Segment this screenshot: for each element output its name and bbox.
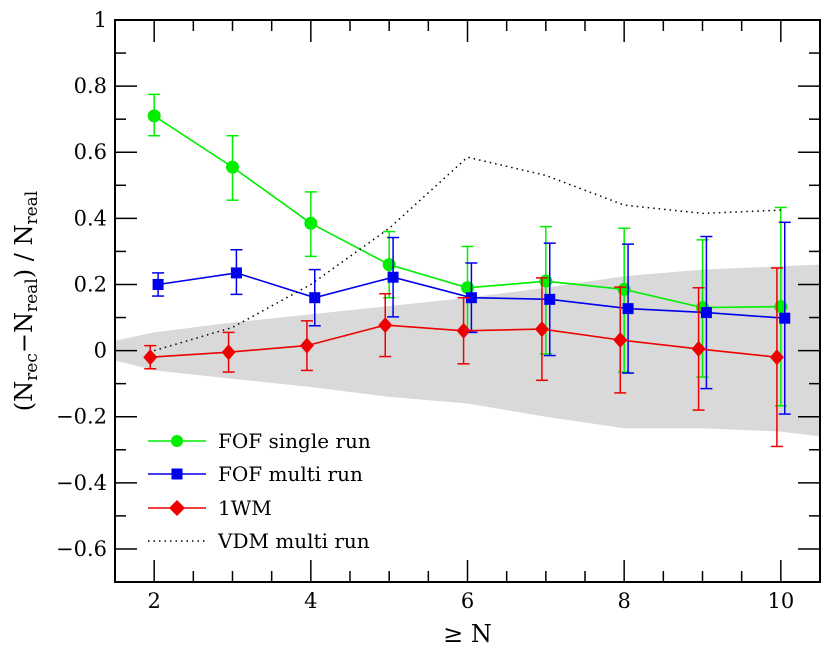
y-tick-label: 0.4	[74, 206, 107, 230]
y-tick-label: −0.4	[56, 471, 107, 495]
x-tick-label: 6	[461, 589, 474, 613]
data-point	[613, 332, 628, 349]
data-point	[226, 160, 239, 174]
shaded-band-layer	[115, 264, 820, 437]
y-tick-label: −0.6	[56, 537, 107, 561]
series-vdm-multi-run	[153, 156, 781, 352]
y-tick-label: 0.8	[74, 74, 107, 98]
x-tick-label: 10	[767, 589, 794, 613]
legend-entry-fof-multi: FOF multi run	[148, 462, 363, 486]
data-point	[309, 292, 321, 304]
data-point	[691, 340, 706, 357]
data-point	[779, 312, 791, 324]
y-tick-label: 1	[94, 8, 107, 32]
series-line	[153, 156, 781, 352]
legend-marker-diamond	[169, 500, 185, 516]
y-axis-label: (Nrec−Nreal) / Nreal	[10, 191, 42, 411]
y-axis-label-sub-rec: rec	[22, 353, 42, 381]
y-tick-label: 0.2	[74, 272, 107, 296]
y-axis-label-sub-real-2: real	[22, 191, 42, 225]
y-axis-label-mid: −N	[10, 312, 38, 353]
x-axis-label: ≥ N	[443, 620, 492, 648]
legend: FOF single run FOF multi run 1WM VDM mul…	[148, 429, 371, 553]
data-point	[456, 322, 471, 339]
ticks-layer	[114, 19, 821, 583]
x-tick-label: 2	[147, 589, 160, 613]
series-fof-multi-run	[152, 221, 791, 415]
data-point	[143, 349, 158, 366]
data-point	[465, 292, 477, 304]
legend-label-vdm: VDM multi run	[217, 529, 370, 553]
x-tick-label: 4	[304, 589, 317, 613]
data-point	[622, 303, 634, 315]
y-axis-label-open: (N	[10, 381, 38, 411]
legend-label-fof-single: FOF single run	[218, 429, 371, 453]
legend-marker-circle	[171, 435, 183, 447]
data-point	[230, 267, 242, 279]
y-tick-label: −0.2	[56, 405, 107, 429]
data-point	[700, 307, 712, 319]
data-point	[147, 109, 161, 123]
legend-entry-1wm: 1WM	[148, 496, 272, 520]
legend-marker-square	[171, 468, 183, 480]
data-point	[304, 216, 318, 230]
x-tick-label: 8	[617, 589, 630, 613]
series-1wm	[143, 267, 784, 448]
y-tick-label: 0	[94, 339, 107, 363]
series-layer	[143, 93, 791, 448]
data-point	[378, 317, 393, 334]
data-point	[534, 321, 549, 338]
tick-labels-layer: 2 4 6 8 10 −0.6 −0.4 −0.2 0 0.2 0.4 0.6 0.8 1	[56, 8, 794, 613]
data-point	[299, 337, 314, 354]
y-axis-label-sub-real: real	[22, 278, 42, 312]
legend-label-fof-multi: FOF multi run	[218, 462, 363, 486]
legend-entry-vdm: VDM multi run	[148, 529, 370, 553]
data-point	[544, 293, 556, 305]
data-point	[387, 271, 399, 283]
shaded-band	[115, 264, 820, 437]
data-point	[152, 278, 164, 290]
y-tick-label: 0.6	[74, 140, 107, 164]
legend-entry-fof-single: FOF single run	[148, 429, 371, 453]
data-point	[769, 349, 784, 366]
y-axis-label-close: ) / N	[10, 225, 38, 279]
data-point	[221, 344, 236, 361]
legend-label-1wm: 1WM	[218, 496, 272, 520]
